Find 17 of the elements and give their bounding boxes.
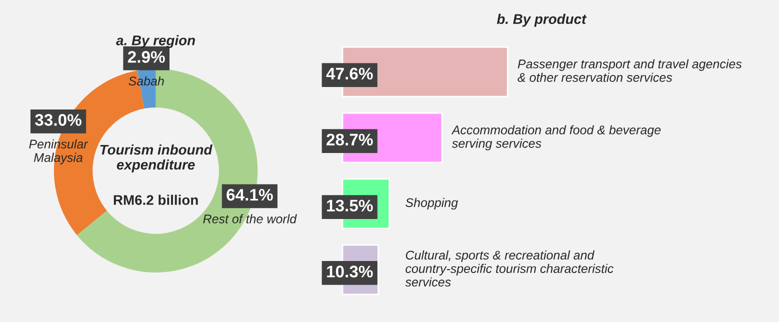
- category-label: Shopping: [406, 198, 458, 210]
- category-label: Cultural, sports & recreational and country-specific tourism characteristic services: [405, 250, 614, 287]
- slice-label: Sabah: [128, 76, 164, 86]
- data-label: 64.1%: [226, 188, 273, 201]
- text: Tourism inbound expenditure: [100, 144, 212, 172]
- chart-title: a. By region: [116, 35, 195, 48]
- data-label: 2.9%: [128, 51, 165, 63]
- data-label: 10.3%: [327, 266, 373, 278]
- data-label: 47.6%: [326, 68, 373, 80]
- slice-label: Rest of the world: [203, 214, 297, 224]
- category-label: Accommodation and food & beverage serving services: [451, 125, 661, 150]
- data-label: 33.0%: [35, 114, 82, 126]
- text: b. By product: [496, 14, 587, 27]
- data-label: 13.5%: [327, 200, 373, 212]
- data-label: 28.7%: [326, 134, 373, 146]
- text: RM6.2 billion: [114, 194, 198, 205]
- category-label: Passenger transport and travel agencies & other reservation services: [518, 59, 742, 82]
